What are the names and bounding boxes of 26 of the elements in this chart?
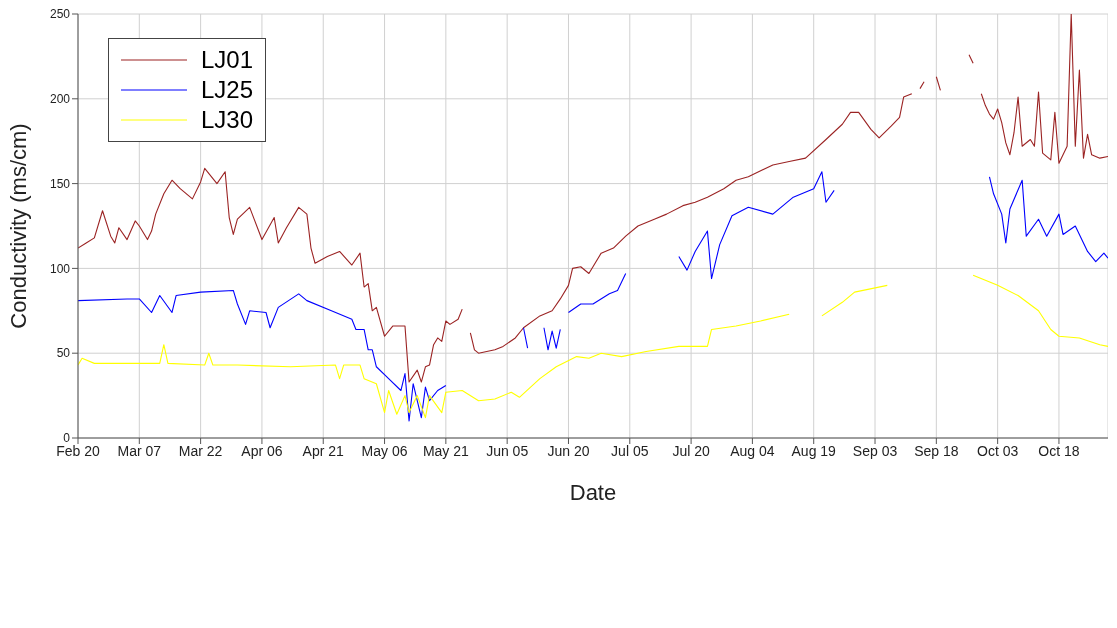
x-tick-label: Sep 18	[914, 442, 959, 459]
x-tick-label: May 21	[422, 442, 470, 459]
x-tick-label: Aug 04	[730, 442, 775, 459]
y-tick-label: 150	[49, 176, 71, 191]
y-tick-label: 50	[56, 346, 71, 361]
x-tick-label: Jul 05	[611, 442, 649, 459]
x-tick-label: Jun 05	[486, 442, 529, 459]
x-tick-label: Mar 07	[117, 442, 162, 459]
y-tick-label: 100	[49, 261, 71, 276]
x-tick-label: May 06	[361, 442, 408, 459]
x-tick-label: Aug 19	[791, 442, 837, 459]
y-axis-title: Conductivity (ms/cm)	[5, 123, 31, 329]
x-tick-label: Apr 21	[302, 442, 345, 459]
legend-label: LJ25	[201, 76, 254, 104]
x-tick-label: Sep 03	[852, 442, 898, 459]
x-tick-label: Oct 18	[1038, 442, 1080, 459]
legend-label: LJ30	[201, 106, 254, 134]
y-tick-label: 250	[49, 7, 71, 22]
x-tick-label: Mar 22	[178, 442, 223, 459]
x-tick-label: Oct 03	[977, 442, 1019, 459]
legend-label: LJ01	[201, 46, 254, 74]
x-tick-label: Apr 06	[241, 442, 283, 459]
x-tick-label: Jul 20	[672, 442, 710, 459]
x-tick-label: Jun 20	[547, 442, 590, 459]
x-axis-title: Date	[569, 480, 617, 505]
y-tick-label: 200	[49, 92, 71, 107]
